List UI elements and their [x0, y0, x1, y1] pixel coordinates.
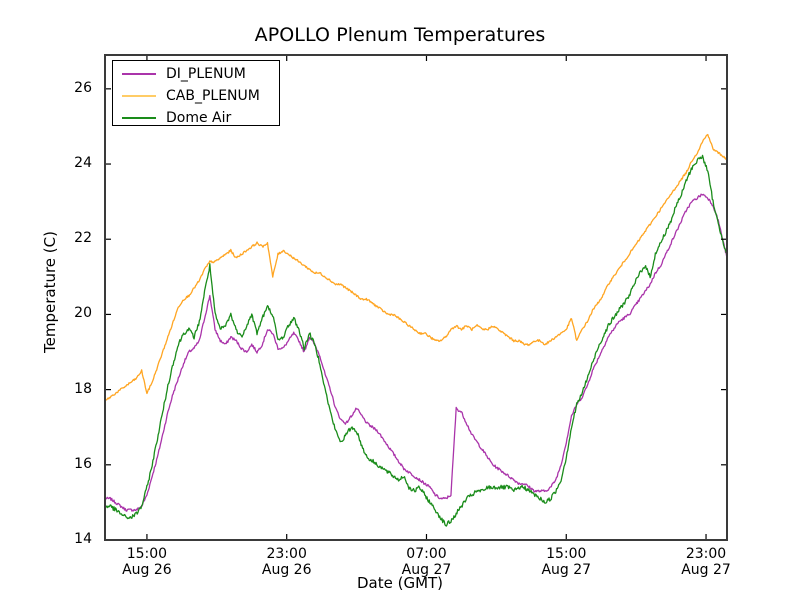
x-tick-time: 23:00 [685, 546, 727, 562]
legend: DI_PLENUM CAB_PLENUM Dome Air [112, 60, 280, 126]
x-tick-date: Aug 27 [681, 562, 731, 578]
series-group [104, 133, 728, 527]
legend-label: CAB_PLENUM [166, 88, 260, 104]
y-tick-label: 22 [74, 230, 92, 247]
x-tick-time: 15:00 [126, 546, 168, 562]
legend-item-cab-plenum: CAB_PLENUM [113, 85, 279, 107]
y-tick-label: 26 [74, 79, 92, 96]
series-line-dome-air [104, 154, 728, 527]
legend-item-dome-air: Dome Air [113, 107, 279, 129]
plot-background [105, 55, 727, 540]
x-tick-label: 23:00 Aug 26 [232, 546, 342, 578]
series-line-cab-plenum [104, 133, 728, 401]
x-tick-time: 23:00 [266, 546, 307, 562]
x-tick-label: 07:00 Aug 27 [371, 546, 481, 578]
y-axis-label: Temperature (C) [41, 231, 59, 353]
x-axis-label: Date (GMT) [356, 574, 444, 592]
x-tick-label: 15:00 Aug 27 [511, 546, 621, 578]
y-tick-label: 20 [74, 305, 92, 322]
series-line-di-plenum [104, 193, 728, 512]
x-tick-date: Aug 26 [122, 562, 172, 578]
legend-color-swatch [122, 95, 156, 97]
y-tick-label: 24 [74, 155, 92, 172]
x-tick-label: 23:00 Aug 27 [651, 546, 761, 578]
x-tick-date: Aug 27 [541, 562, 592, 578]
legend-label: DI_PLENUM [166, 66, 246, 82]
legend-color-swatch [122, 73, 156, 75]
legend-color-swatch [122, 117, 156, 119]
legend-item-di-plenum: DI_PLENUM [113, 63, 279, 85]
page-title: APOLLO Plenum Temperatures [254, 24, 546, 46]
y-tick-label: 14 [74, 531, 92, 547]
x-tick-label: 15:00 Aug 26 [92, 546, 202, 578]
x-tick-date: Aug 27 [401, 562, 452, 578]
plot-frame [104, 54, 728, 541]
legend-label: Dome Air [166, 110, 232, 126]
x-tick-time: 07:00 [406, 546, 447, 562]
y-tick-label: 16 [74, 455, 92, 472]
y-tick-label: 18 [74, 380, 92, 397]
x-tick-date: Aug 26 [261, 562, 312, 578]
x-tick-time: 15:00 [546, 546, 587, 562]
